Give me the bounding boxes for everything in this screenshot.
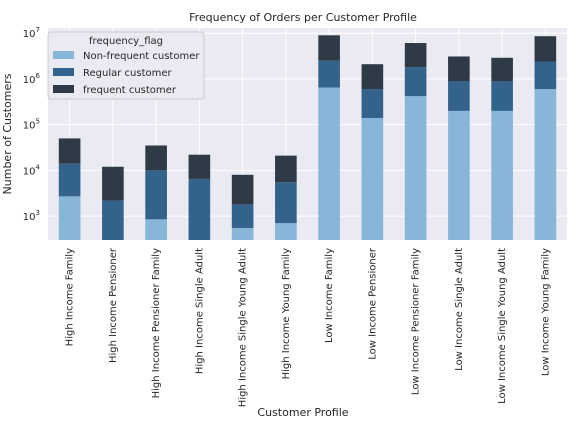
bar-regular-customer-6 (318, 60, 340, 88)
legend-swatch-non-frequent (53, 51, 74, 59)
bar-non-frequent-customer-0 (58, 196, 81, 240)
bar-non-frequent-customer-10 (491, 110, 513, 240)
x-tick-label: High Income Family (65, 248, 76, 346)
bar-frequent-customer-10 (491, 57, 513, 82)
x-tick-label: Low Income Single Adult (454, 248, 465, 371)
bar-regular-customer-2 (145, 170, 167, 220)
legend: frequency_flag Non-frequent customer Reg… (47, 31, 205, 100)
bar-frequent-customer-4 (231, 174, 254, 205)
x-axis-title: Customer Profile (257, 406, 348, 419)
x-tick-label: High Income Pensioner (108, 247, 119, 363)
bar-regular-customer-8 (404, 67, 427, 97)
legend-label-regular: Regular customer (83, 68, 173, 79)
bar-non-frequent-customer-7 (361, 117, 384, 240)
chart-title: Frequency of Orders per Customer Profile (189, 11, 417, 24)
bar-non-frequent-customer-4 (231, 227, 254, 240)
bar-frequent-customer-7 (361, 64, 384, 90)
legend-swatch-frequent (53, 85, 74, 93)
bar-non-frequent-customer-8 (404, 96, 427, 240)
bar-non-frequent-customer-5 (275, 223, 297, 240)
y-tick-label: 107 (23, 26, 40, 40)
x-tick-label: Low Income Pensioner Family (411, 248, 422, 395)
x-tick-label: Low Income Family (324, 248, 335, 343)
legend-label-frequent: frequent customer (83, 85, 177, 96)
y-tick-label: 104 (23, 163, 41, 177)
y-tick-label: 105 (23, 118, 40, 132)
legend-frame (47, 31, 205, 100)
bar-frequent-customer-1 (102, 166, 124, 201)
bar-frequent-customer-5 (275, 155, 297, 183)
x-tick-label: Low Income Pensioner (367, 247, 378, 360)
x-tick-label: High Income Young Family (281, 248, 292, 379)
bar-regular-customer-7 (361, 89, 384, 118)
bar-regular-customer-3 (188, 178, 211, 240)
bar-non-frequent-customer-6 (318, 87, 340, 241)
bar-frequent-customer-0 (58, 138, 81, 164)
bar-regular-customer-9 (448, 81, 470, 111)
x-tick-label: High Income Pensioner Family (151, 248, 162, 398)
bar-frequent-customer-2 (145, 145, 167, 171)
legend-swatch-regular (53, 68, 74, 76)
y-axis-title: Number of Customers (1, 73, 14, 194)
x-axis-ticks: High Income Family High Income Pensioner H… (65, 247, 552, 407)
bar-regular-customer-5 (275, 182, 297, 224)
legend-label-non-frequent: Non-frequent customer (83, 51, 200, 62)
bar-regular-customer-10 (491, 81, 513, 111)
y-tick-label: 106 (23, 72, 41, 86)
x-tick-label: Low Income Young Family (540, 248, 551, 376)
x-tick-label: High Income Single Adult (194, 248, 205, 374)
bar-frequent-customer-3 (188, 154, 211, 179)
bar-frequent-customer-9 (448, 56, 470, 82)
bars (58, 35, 557, 241)
bar-non-frequent-customer-11 (534, 89, 557, 241)
y-axis-ticks: 103 104 105 106 107 (23, 26, 41, 223)
bar-regular-customer-11 (534, 61, 557, 90)
x-tick-label: Low Income Single Young Adult (497, 248, 508, 404)
bar-frequent-customer-8 (404, 43, 427, 68)
bar-frequent-customer-6 (318, 35, 340, 61)
bar-frequent-customer-11 (534, 36, 557, 62)
bar-regular-customer-4 (231, 204, 254, 228)
bar-regular-customer-1 (102, 200, 124, 240)
bar-regular-customer-0 (58, 163, 81, 197)
bar-non-frequent-customer-2 (145, 219, 167, 240)
x-tick-label: High Income Single Young Adult (238, 248, 249, 407)
y-tick-label: 103 (23, 209, 40, 223)
bar-non-frequent-customer-9 (448, 110, 470, 240)
legend-title: frequency_flag (89, 36, 163, 47)
